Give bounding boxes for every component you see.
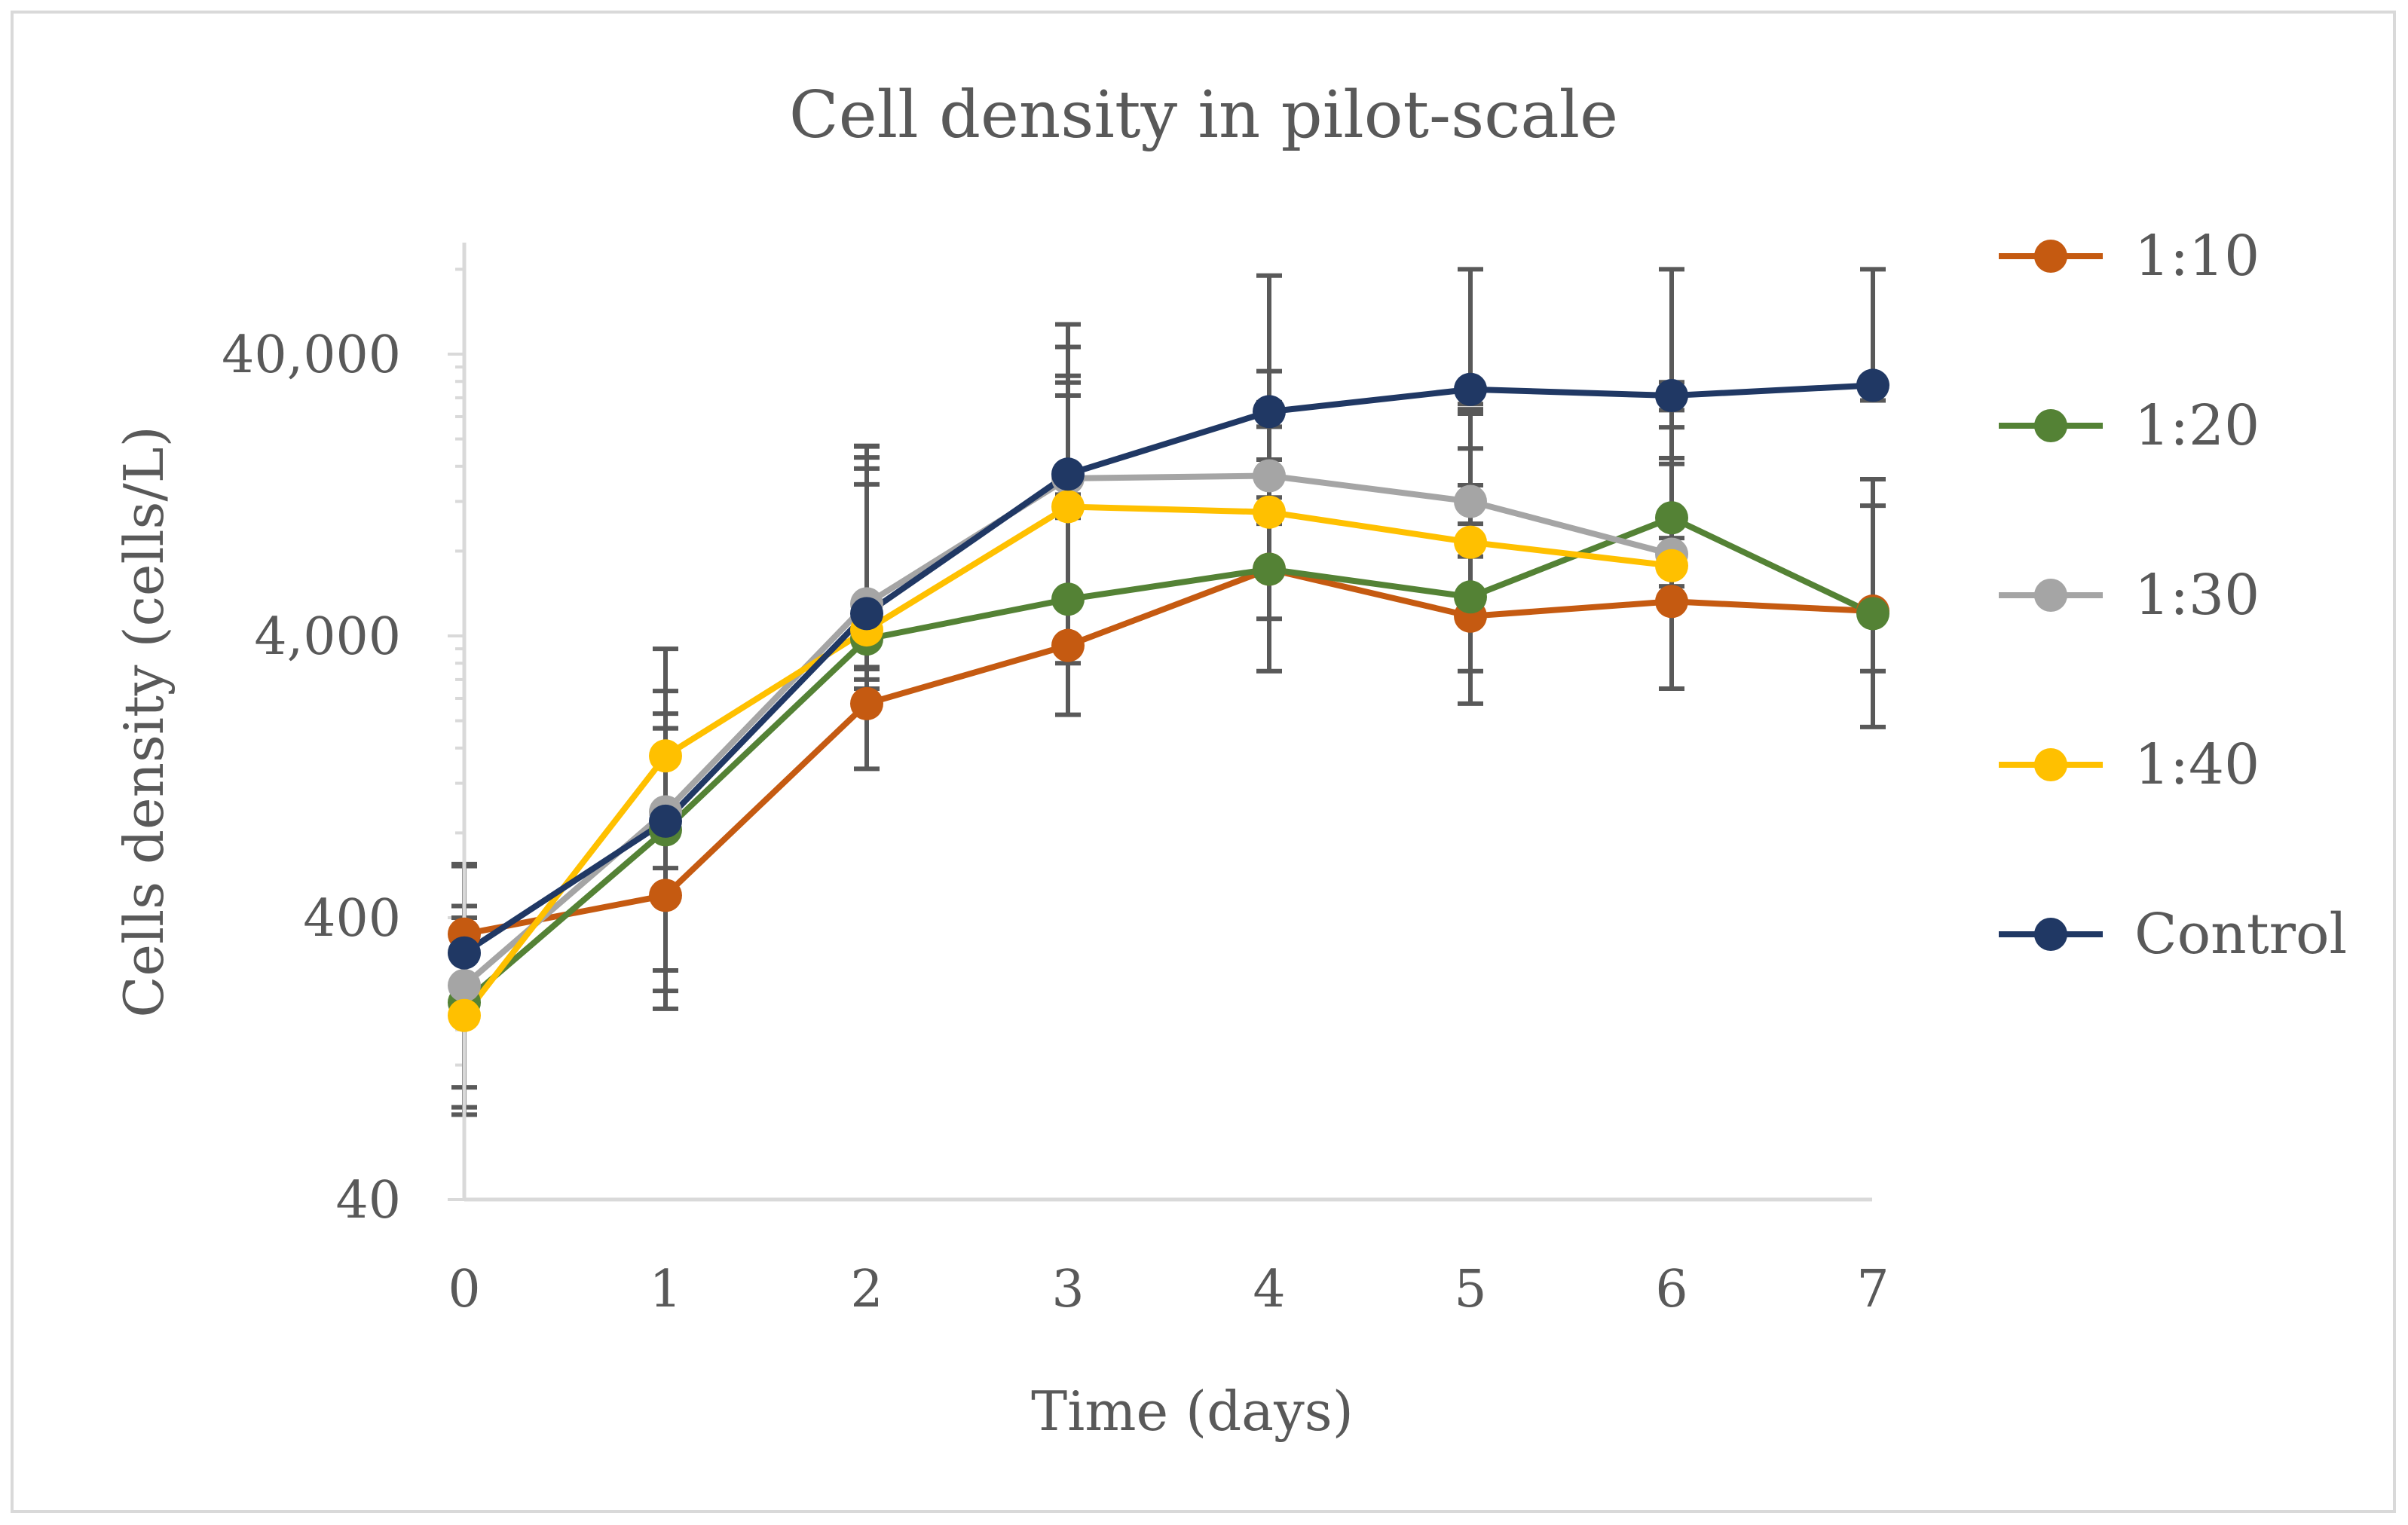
data-point-1-20	[1856, 597, 1889, 631]
data-point-1-40	[1454, 525, 1487, 559]
y-tick-label: 400	[303, 889, 401, 949]
data-point-1-20	[1253, 552, 1286, 586]
legend-label: 1:40	[2134, 732, 2260, 797]
data-point-control	[1454, 372, 1487, 406]
data-point-1-20	[1655, 501, 1688, 535]
legend-label: 1:30	[2134, 563, 2260, 628]
data-point-control	[1655, 379, 1688, 413]
y-axis-title: Cells density (cells/L)	[112, 426, 176, 1017]
x-tick-label: 0	[448, 1260, 480, 1319]
chart-title: Cell density in pilot-scale	[789, 78, 1618, 153]
series-line-1-10	[464, 566, 1874, 937]
data-point-1-20	[1051, 582, 1085, 616]
data-point-1-10	[1655, 585, 1688, 619]
data-point-1-40	[649, 739, 682, 773]
legend: 1:10 1:20 1:30 1:40 Control	[1999, 224, 2347, 967]
legend-label: Control	[2134, 902, 2347, 967]
x-tick-label: 6	[1655, 1260, 1687, 1319]
series-points	[448, 368, 1889, 1032]
legend-marker	[2034, 748, 2067, 781]
y-tick-label: 40,000	[222, 325, 401, 385]
data-point-control	[649, 804, 682, 838]
x-tick-label: 1	[649, 1260, 681, 1319]
data-point-1-10	[649, 879, 682, 912]
legend-label: 1:10	[2134, 224, 2260, 289]
axes	[462, 243, 1872, 1202]
data-point-1-10	[1051, 628, 1085, 662]
series-line-control	[462, 382, 1874, 956]
data-point-1-10	[850, 686, 883, 720]
x-tick-label: 4	[1253, 1260, 1285, 1319]
data-point-1-20	[1454, 580, 1487, 614]
series-line-1-20	[462, 515, 1874, 1005]
x-tick-label: 2	[850, 1260, 883, 1319]
data-point-1-40	[1253, 495, 1286, 529]
data-point-1-40	[448, 998, 481, 1032]
x-tick-label: 7	[1856, 1260, 1889, 1319]
legend-marker	[2034, 579, 2067, 612]
y-minor-ticks	[448, 267, 464, 1201]
y-tick-label: 40	[335, 1171, 401, 1230]
legend-marker	[2034, 918, 2067, 951]
legend-marker	[2034, 409, 2067, 442]
data-point-control	[448, 936, 481, 970]
data-point-control	[1051, 457, 1085, 491]
data-point-1-40	[1051, 490, 1085, 524]
legend-label: 1:20	[2134, 393, 2260, 458]
data-point-control	[1856, 368, 1889, 402]
legend-marker	[2034, 240, 2067, 273]
x-tick-label: 3	[1051, 1260, 1084, 1319]
y-tick-labels: 40 400 4,000 40,000	[222, 325, 401, 1230]
data-point-1-40	[1655, 549, 1688, 582]
data-point-1-30	[1454, 484, 1487, 518]
data-point-1-30	[448, 968, 481, 1002]
series-lines	[461, 382, 1874, 1018]
x-tick-label: 5	[1454, 1260, 1486, 1319]
x-tick-labels: 0 1 2 3 4 5 6 7	[448, 1260, 1889, 1319]
x-axis-title: Time (days)	[1031, 1380, 1354, 1443]
data-point-1-30	[1253, 459, 1286, 493]
data-point-control	[850, 597, 883, 631]
chart-frame	[11, 11, 2396, 1513]
y-tick-label: 4,000	[254, 607, 401, 667]
data-point-control	[1253, 395, 1286, 429]
